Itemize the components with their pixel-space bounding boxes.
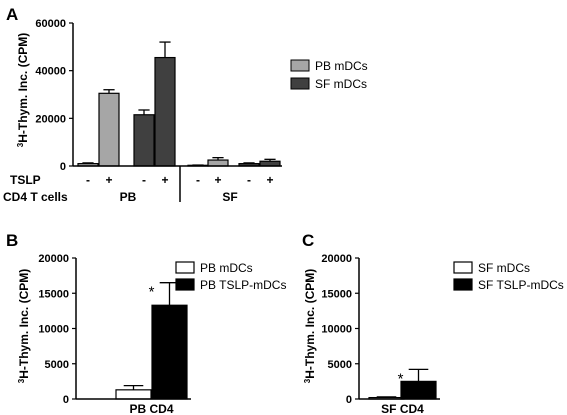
panel-b-legend-swatch: [175, 261, 195, 274]
panel-a-tslp-sign: +: [105, 173, 112, 187]
panel-a-y-axis: 0 20000 40000 60000: [35, 18, 74, 173]
panel-c-y-tick-label: 20000: [321, 253, 352, 265]
panel-b-ylabel: 3H-Thym. Inc. (CPM): [17, 269, 32, 383]
panel-b-ylabel-text: H-Thym. Inc. (CPM): [17, 269, 31, 379]
panel-a-y-tick-label: 40000: [35, 66, 66, 78]
panel-a-bar: [98, 92, 120, 167]
panel-c-ylabel-sup: 3: [303, 378, 312, 383]
panel-b-y-tick-label: 10000: [38, 324, 69, 336]
panel-c-y-tick-label: 15000: [321, 288, 352, 300]
panel-a-tslp-signs: - + - + - + - +: [86, 173, 274, 187]
panel-a-letter: A: [6, 5, 18, 24]
panel-c-legend-label: SF mDCs: [478, 261, 530, 275]
panel-a-bar: [154, 56, 176, 167]
panel-b-legend-swatch: [175, 278, 195, 291]
panel-a-y-tick-label: 60000: [35, 18, 66, 30]
panel-b-bar: [115, 389, 152, 400]
panel-c-legend-swatch: [453, 278, 473, 291]
panel-a-bar: [207, 159, 229, 167]
panel-b-y-tick-label: 15000: [38, 288, 69, 300]
panel-c-y-tick-label: 0: [346, 394, 352, 406]
panel-c-significance: *: [398, 370, 404, 387]
panel-b-significance: *: [149, 284, 155, 301]
panel-a-row-label-tslp: TSLP: [10, 173, 41, 187]
panel-c-bar: [400, 380, 437, 400]
panel-a-legend-swatch: [290, 77, 310, 90]
panel-b-y-axis: 0 5000 10000 15000 20000: [38, 253, 77, 406]
panel-a-tslp-sign: +: [214, 173, 221, 187]
panel-c-ylabel: 3H-Thym. Inc. (CPM): [303, 269, 318, 383]
panel-b-legend: PB mDCs PB TSLP-mDCs: [175, 261, 286, 292]
panel-a-legend-swatch: [290, 59, 310, 72]
panel-b-letter: B: [6, 231, 18, 250]
panel-a-bar: [133, 114, 155, 167]
panel-b-y-tick-label: 0: [63, 394, 69, 406]
panel-b-xlabel: PB CD4: [129, 402, 173, 415]
panel-b-bars: [115, 282, 188, 400]
panel-a-ylabel-text: H-Thym. Inc. (CPM): [16, 33, 30, 143]
panel-a-legend-label: SF mDCs: [315, 77, 367, 91]
panel-c-legend-label: SF TSLP-mDCs: [478, 278, 564, 292]
panel-c: C 3H-Thym. Inc. (CPM) 0 5000 10000 15000 200…: [302, 231, 564, 415]
panel-a-tslp-sign: -: [196, 173, 200, 187]
panel-b-y-tick-label: 20000: [38, 253, 69, 265]
panel-a-group-sf: SF: [222, 190, 237, 204]
panel-b-bar: [151, 304, 188, 400]
panel-a-legend-label: PB mDCs: [315, 59, 368, 73]
panel-c-y-tick-label: 10000: [321, 324, 352, 336]
panel-a-tslp-sign: +: [161, 173, 168, 187]
panel-c-ylabel-text: H-Thym. Inc. (CPM): [303, 269, 317, 379]
panel-a-tslp-sign: +: [266, 173, 273, 187]
panel-c-y-axis: 0 5000 10000 15000 20000: [321, 253, 360, 406]
panel-b-legend-label: PB TSLP-mDCs: [200, 278, 286, 292]
panel-a-group-pb: PB: [120, 190, 137, 204]
panel-a-row-label-cd4: CD4 T cells: [3, 190, 68, 204]
panel-c-xlabel: SF CD4: [381, 402, 424, 415]
panel-a: A 3H-Thym. Inc. (CPM) 0 20000 40000 60000 T…: [3, 5, 368, 204]
panel-b: B 3H-Thym. Inc. (CPM) 0 5000 10000 15000 200…: [6, 231, 286, 415]
panel-a-bars: [77, 41, 281, 167]
panel-a-tslp-sign: -: [86, 173, 90, 187]
panel-b-ylabel-sup: 3: [17, 378, 26, 383]
panel-a-ylabel: 3H-Thym. Inc. (CPM): [16, 33, 31, 147]
panel-a-y-tick-label: 20000: [35, 113, 66, 125]
panel-a-tslp-sign: -: [142, 173, 146, 187]
panel-c-legend-swatch: [453, 261, 473, 274]
panel-c-letter: C: [302, 231, 314, 250]
panel-b-legend-label: PB mDCs: [200, 261, 253, 275]
panel-c-legend: SF mDCs SF TSLP-mDCs: [453, 261, 564, 292]
panel-a-ylabel-sup: 3: [16, 142, 25, 147]
panel-c-y-tick-label: 5000: [328, 359, 352, 371]
panel-a-y-tick-label: 0: [60, 161, 66, 173]
panel-a-tslp-sign: -: [247, 173, 251, 187]
panel-a-legend: PB mDCs SF mDCs: [290, 59, 368, 91]
panel-b-y-tick-label: 5000: [45, 359, 69, 371]
